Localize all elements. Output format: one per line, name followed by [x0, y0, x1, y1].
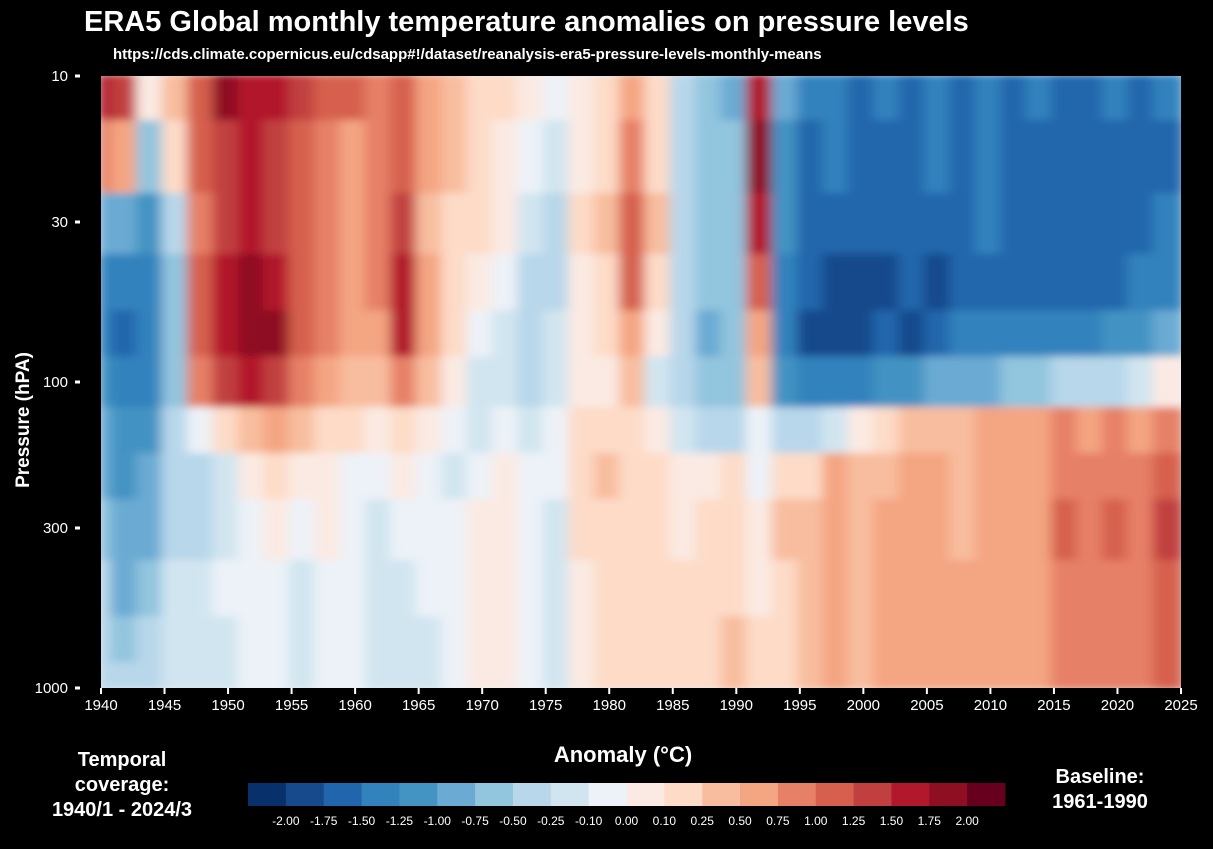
- colorbar-swatch: [740, 783, 779, 806]
- x-tick-label: 1960: [338, 697, 371, 714]
- baseline: Baseline: 1961-1990: [1030, 765, 1170, 815]
- colorbar-swatch: [664, 783, 703, 806]
- page-title: ERA5 Global monthly temperature anomalie…: [84, 6, 969, 38]
- x-tick-label: 1980: [593, 697, 626, 714]
- x-tick-label: 2015: [1037, 697, 1070, 714]
- x-tick-label: 1950: [211, 697, 244, 714]
- colorbar-tick-label: -0.75: [461, 814, 489, 828]
- heatmap-cell: [1152, 193, 1181, 258]
- x-tick-label: 1975: [529, 697, 562, 714]
- colorbar-tick-label: -1.00: [424, 814, 452, 828]
- x-tick-label: 1965: [402, 697, 435, 714]
- x-tick-label: 1970: [465, 697, 498, 714]
- colorbar-tick-label: 1.00: [804, 814, 828, 828]
- colorbar-swatch: [588, 783, 627, 806]
- heatmap-cell: [1152, 662, 1181, 688]
- y-axis: 10 30 100 300 1000: [35, 68, 80, 697]
- colorbar-tick-label: -0.10: [575, 814, 603, 828]
- colorbar-swatch: [361, 783, 400, 806]
- temporal-coverage-value: 1940/1 - 2024/3: [51, 799, 193, 821]
- colorbar-swatch: [437, 783, 476, 806]
- y-axis-label: Pressure (hPA): [13, 352, 34, 488]
- colorbar-swatch: [853, 783, 892, 806]
- heatmap-cell: [1152, 452, 1181, 504]
- heatmap-cell: [1152, 499, 1181, 564]
- y-tick-label: 10: [51, 68, 68, 85]
- heatmap-cell: [1152, 356, 1181, 411]
- colorbar-tick-label: 2.00: [955, 814, 979, 828]
- baseline-label: Baseline:: [1055, 766, 1145, 788]
- colorbar-tick-label: -0.50: [499, 814, 527, 828]
- colorbar-swatch: [399, 783, 438, 806]
- x-axis: 1940 1945 1950 1955 1960 1965 1970 1975 1980 1985…: [84, 688, 1198, 714]
- colorbar-swatch: [248, 783, 287, 806]
- x-tick-label: 2005: [910, 697, 943, 714]
- colorbar-tick-label: 0.10: [653, 814, 677, 828]
- colorbar-swatch: [815, 783, 854, 806]
- colorbar-tick-label: 0.50: [728, 814, 752, 828]
- y-tick-label: 300: [43, 520, 68, 537]
- colorbar-swatch: [626, 783, 665, 806]
- x-tick-label: 1945: [148, 697, 181, 714]
- colorbar-tick-label: 1.75: [918, 814, 942, 828]
- colorbar-swatch: [550, 783, 590, 806]
- colorbar-tick-label: 1.25: [842, 814, 866, 828]
- colorbar-tick-label: 0.75: [766, 814, 790, 828]
- x-tick-label: 2000: [847, 697, 880, 714]
- colorbar-swatch: [891, 783, 930, 806]
- heatmap-cell: [1152, 559, 1181, 621]
- temporal-coverage: Temporal coverage: 1940/1 - 2024/3: [38, 748, 206, 823]
- colorbar-swatch: [512, 783, 552, 806]
- x-tick-label: 2025: [1164, 697, 1197, 714]
- colorbar-tick-label: 0.25: [691, 814, 715, 828]
- colorbar-tick-label: 1.50: [880, 814, 904, 828]
- heatmap-cell: [1152, 253, 1181, 315]
- x-tick-label: 1995: [783, 697, 816, 714]
- colorbar-swatch: [285, 783, 325, 806]
- colorbar-tick-label: -1.75: [310, 814, 338, 828]
- heatmap-cell: [1152, 310, 1181, 361]
- heatmap-cell: [1152, 406, 1181, 457]
- x-tick-label: 1985: [656, 697, 689, 714]
- x-tick-label: 1940: [84, 697, 117, 714]
- heatmap-cells: [101, 76, 1181, 688]
- colorbar-swatch: [475, 783, 514, 806]
- heatmap-cell: [1152, 616, 1181, 667]
- y-tick-label: 100: [43, 374, 68, 391]
- x-tick-label: 2010: [974, 697, 1007, 714]
- colorbar-swatch: [929, 783, 968, 806]
- y-tick-label: 1000: [35, 680, 68, 697]
- x-tick-label: 2020: [1101, 697, 1134, 714]
- temporal-coverage-label: Temporal coverage:: [74, 749, 170, 796]
- y-tick-label: 30: [51, 214, 68, 231]
- colorbar-swatch: [702, 783, 741, 806]
- x-tick-label: 1990: [720, 697, 753, 714]
- colorbar-tick-label: -2.00: [272, 814, 300, 828]
- heatmap-cell: [1152, 76, 1181, 125]
- heatmap-cell: [1152, 120, 1181, 198]
- colorbar-title: Anomaly (°C): [553, 742, 693, 767]
- colorbar-tick-label: -1.50: [348, 814, 376, 828]
- colorbar-swatch: [967, 783, 1006, 806]
- colorbar-swatch: [323, 783, 362, 806]
- dataset-url: https://cds.climate.copernicus.eu/cdsapp…: [113, 46, 822, 63]
- colorbar-swatch: [777, 783, 817, 806]
- x-tick-label: 1955: [275, 697, 308, 714]
- colorbar-tick-label: -0.25: [537, 814, 565, 828]
- colorbar: -2.00 -1.75 -1.50 -1.25 -1.00 -0.75 -0.50 -0.25…: [248, 783, 1006, 828]
- colorbar-tick-label: -1.25: [386, 814, 414, 828]
- baseline-value: 1961-1990: [1052, 791, 1148, 813]
- colorbar-tick-label: 0.00: [615, 814, 639, 828]
